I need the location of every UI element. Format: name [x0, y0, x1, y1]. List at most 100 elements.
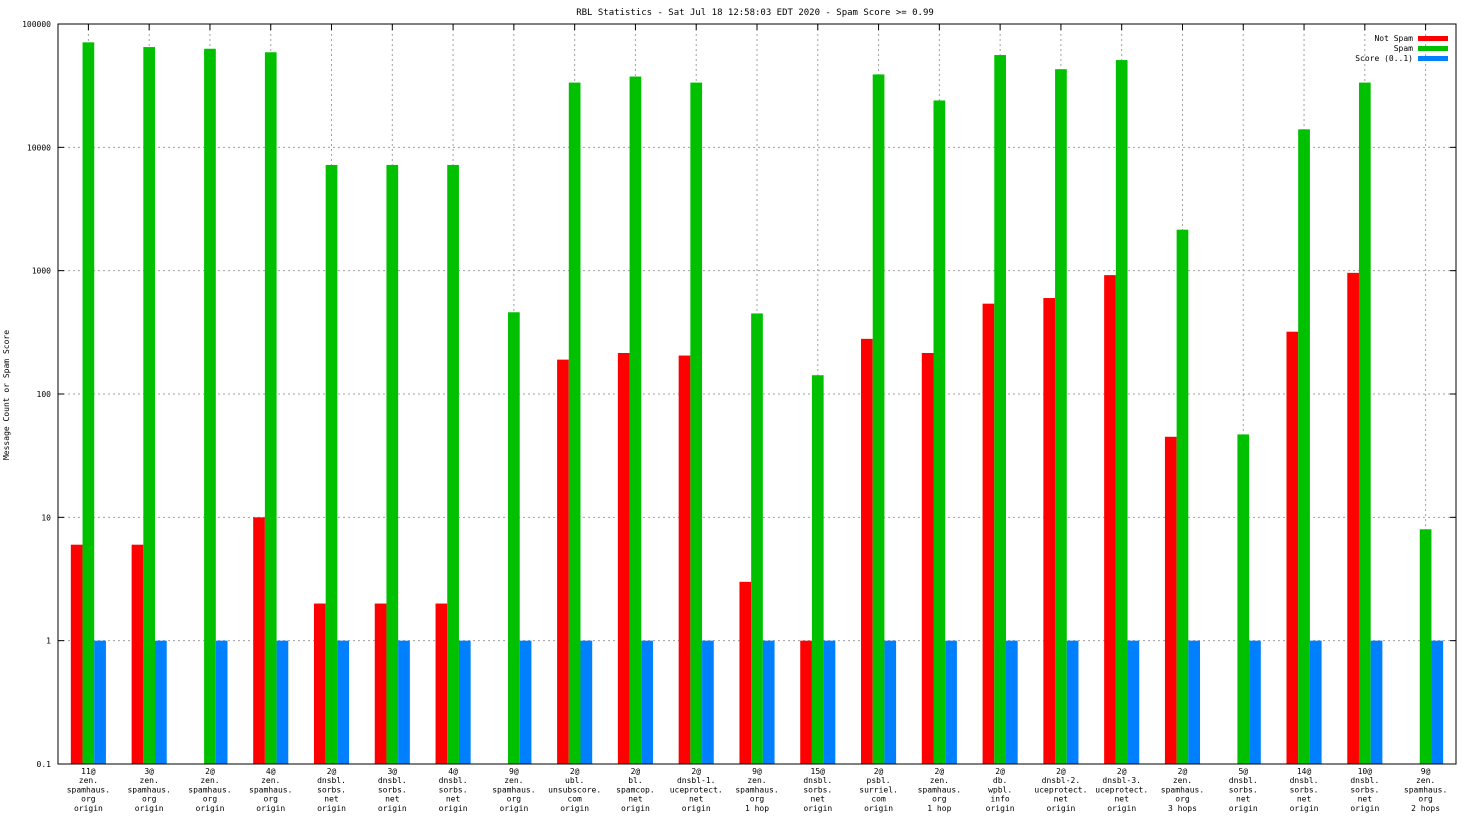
category-label-line: 11@ — [81, 767, 96, 776]
category-label-line: zen. — [504, 776, 523, 785]
category-label-line: origin — [1107, 804, 1136, 813]
legend-label: Spam — [1394, 44, 1413, 53]
bar — [447, 164, 459, 765]
bar — [398, 640, 410, 764]
bar — [276, 640, 289, 764]
bar — [702, 640, 714, 764]
category-label-line: org — [1175, 795, 1190, 804]
category-label-line: 4@ — [266, 767, 276, 776]
bar — [1104, 275, 1116, 764]
category-label-line: origin — [317, 804, 346, 813]
bar — [508, 312, 520, 764]
y-tick-label: 10000 — [27, 143, 51, 152]
bar — [557, 359, 569, 764]
category-label-line: sorbs. — [317, 785, 346, 794]
category-label-line: 1 hop — [745, 804, 769, 813]
bar — [762, 640, 775, 764]
bar — [313, 603, 326, 764]
bar — [253, 517, 265, 764]
bar — [337, 640, 350, 764]
bar — [1043, 298, 1056, 764]
category-label-line: sorbs. — [1350, 785, 1379, 794]
y-axis-label: Message Count or Spam Score — [2, 330, 11, 460]
category-label-line: 1 hop — [927, 804, 951, 813]
y-tick-label: 10 — [41, 513, 51, 522]
category-label-line: origin — [1046, 804, 1075, 813]
category-label-line: spamhaus. — [1161, 785, 1204, 794]
bar — [739, 581, 752, 764]
category-label-line: ubl. — [565, 776, 584, 785]
bar — [1309, 640, 1322, 764]
category-label: 2@ bl. spamcop. net origin — [616, 767, 655, 813]
category-label-line: zen. — [930, 776, 949, 785]
y-tick-label: 0.1 — [37, 760, 52, 769]
category-label: 4@ zen. spamhaus. org origin — [249, 767, 292, 813]
category-label-line: net — [689, 795, 704, 804]
bar — [386, 164, 399, 765]
category-label-line: 2@ — [1178, 767, 1188, 776]
bar — [945, 640, 957, 764]
category-label-line: net — [1358, 795, 1373, 804]
category-label-line: 2@ — [570, 767, 580, 776]
category-label-line: dnsbl. — [1229, 776, 1258, 785]
category-label: 3@ zen. spamhaus. org origin — [127, 767, 170, 813]
y-tick-label: 1 — [46, 637, 51, 646]
category-label: 15@ dnsbl. sorbs. net origin — [803, 767, 832, 813]
category-label-line: com — [871, 795, 886, 804]
category-label: 4@ dnsbl. sorbs. net origin — [439, 767, 468, 813]
category-label-line: origin — [621, 804, 650, 813]
category-label-line: 5@ — [1238, 767, 1248, 776]
category-label-line: uceprotect. — [670, 785, 723, 794]
category-label-line: origin — [499, 804, 528, 813]
bar — [70, 544, 83, 764]
category-label-line: info — [990, 795, 1009, 804]
bar — [1370, 640, 1383, 764]
category-label-line: 2@ — [935, 767, 945, 776]
bar — [1347, 272, 1359, 764]
category-label-line: 9@ — [752, 767, 762, 776]
bar — [678, 355, 691, 764]
bar — [1298, 129, 1310, 764]
category-label-line: wpbl. — [988, 785, 1012, 794]
category-label: 9@ zen. spamhaus. org origin — [492, 767, 535, 813]
category-label-line: zen. — [747, 776, 766, 785]
plot-frame — [57, 23, 1457, 765]
bar — [933, 100, 946, 764]
category-label-line: 2@ — [995, 767, 1005, 776]
category-label-line: uceprotect. — [1095, 785, 1148, 794]
bar — [629, 76, 642, 765]
category-label-line: origin — [1229, 804, 1258, 813]
category-label: 2@ dnsbl-3. uceprotect. net origin — [1095, 767, 1148, 813]
category-label-line: dnsbl. — [803, 776, 832, 785]
category-label-line: uceprotect. — [1034, 785, 1087, 794]
category-label-line: 2@ — [205, 767, 215, 776]
category-label-line: 2@ — [691, 767, 701, 776]
y-tick-label: 100000 — [22, 20, 51, 29]
bar — [143, 47, 156, 764]
category-label: 9@ zen. spamhaus. org 1 hop — [735, 767, 778, 813]
category-label-line: spamcop. — [616, 785, 655, 794]
category-label: 2@ ubl. unsubscore. com origin — [548, 767, 601, 813]
category-label-line: unsubscore. — [548, 785, 601, 794]
category-label-line: net — [811, 795, 826, 804]
legend-label: Score (0..1) — [1355, 54, 1413, 63]
bar — [823, 640, 836, 764]
category-label-line: origin — [560, 804, 589, 813]
category-label-line: origin — [378, 804, 407, 813]
category-label-line: net — [446, 795, 461, 804]
bar — [1055, 69, 1067, 764]
category-label: 2@ zen. spamhaus. org origin — [188, 767, 231, 813]
category-label-line: origin — [439, 804, 468, 813]
bar — [94, 640, 106, 764]
category-label-line: zen. — [140, 776, 159, 785]
category-label-line: origin — [256, 804, 285, 813]
category-label-line: 4@ — [448, 767, 458, 776]
category-label: 3@ dnsbl. sorbs. net origin — [378, 767, 407, 813]
bar — [1358, 82, 1371, 764]
category-label-line: org — [264, 795, 279, 804]
category-label-line: net — [1114, 795, 1129, 804]
category-label-line: 2@ — [874, 767, 884, 776]
